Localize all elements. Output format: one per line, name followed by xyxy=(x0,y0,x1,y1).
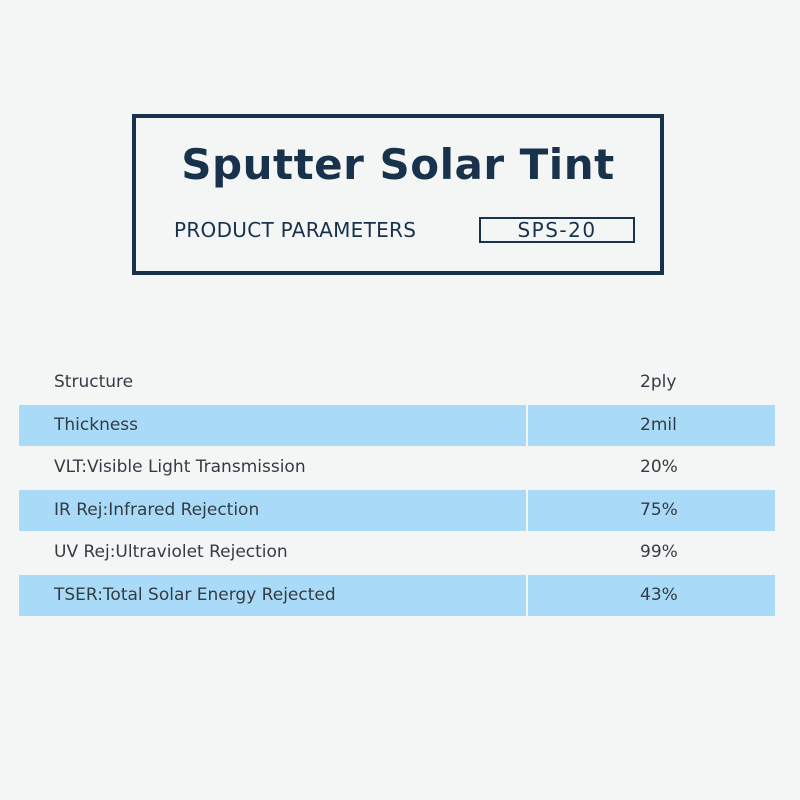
parameter-value: 20% xyxy=(640,457,678,477)
parameter-row-tser: TSER:Total Solar Energy Rejected 43% xyxy=(19,574,775,616)
parameter-label: UV Rej:Ultraviolet Rejection xyxy=(54,542,288,562)
parameter-label: Structure xyxy=(54,372,134,392)
column-divider xyxy=(526,574,528,616)
product-title: Sputter Solar Tint xyxy=(181,140,615,189)
parameter-value: 75% xyxy=(640,499,678,520)
parameter-row-vlt: VLT:Visible Light Transmission 20% xyxy=(19,447,775,488)
product-parameters-heading: PRODUCT PARAMETERS xyxy=(174,218,417,242)
column-divider xyxy=(526,404,528,446)
parameters-table: Structure 2ply Thickness 2mil VLT:Visibl… xyxy=(19,362,775,617)
parameter-row-thickness: Thickness 2mil xyxy=(19,404,775,446)
model-badge: SPS-20 xyxy=(479,217,635,243)
parameter-row-ir-rejection: IR Rej:Infrared Rejection 75% xyxy=(19,489,775,531)
column-divider xyxy=(526,489,528,531)
parameter-row-structure: Structure 2ply xyxy=(19,362,775,403)
parameter-value: 99% xyxy=(640,542,678,562)
parameter-value: 2ply xyxy=(640,372,677,392)
parameter-label: Thickness xyxy=(54,414,139,435)
parameter-label: TSER:Total Solar Energy Rejected xyxy=(54,584,336,605)
parameter-value: 2mil xyxy=(640,414,677,435)
parameter-value: 43% xyxy=(640,584,678,605)
parameter-label: IR Rej:Infrared Rejection xyxy=(54,499,260,520)
parameter-row-uv-rejection: UV Rej:Ultraviolet Rejection 99% xyxy=(19,532,775,573)
parameter-label: VLT:Visible Light Transmission xyxy=(54,457,306,477)
title-box: Sputter Solar Tint PRODUCT PARAMETERS SP… xyxy=(132,114,664,275)
